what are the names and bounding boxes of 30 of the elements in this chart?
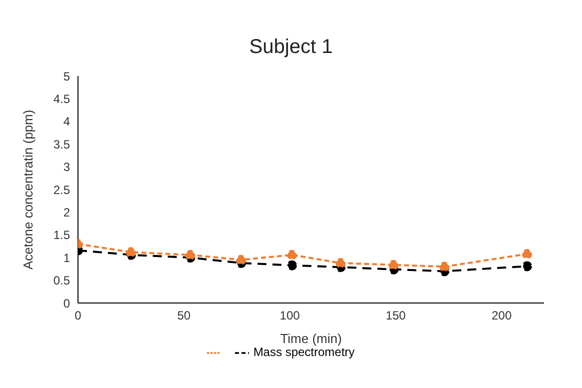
y-tick-label: 3 <box>63 160 70 174</box>
y-tick-label: 4.5 <box>53 92 70 106</box>
x-tick-label: 200 <box>492 308 512 323</box>
x-tick-label: 100 <box>280 308 300 323</box>
point <box>522 248 532 259</box>
legend-label: Mass spectrometry <box>253 345 355 359</box>
point <box>336 258 346 268</box>
point <box>522 261 532 272</box>
point <box>388 260 399 270</box>
y-tick-label: 2 <box>63 205 70 220</box>
point <box>439 262 450 272</box>
y-tick-label: 2.5 <box>53 182 70 197</box>
y-tick-label: 1.5 <box>53 228 70 242</box>
y-axis-title: Acetone concentratin (ppm) <box>20 110 36 270</box>
y-tick-label: 5 <box>63 69 70 84</box>
x-tick-label: 150 <box>386 308 406 323</box>
point <box>126 247 136 258</box>
y-tick-label: 0.5 <box>53 274 70 288</box>
chart-title: Subject 1 <box>248 35 334 60</box>
point <box>286 260 297 270</box>
point <box>286 250 297 260</box>
y-tick-label: 4 <box>63 114 70 129</box>
y-tick-label: 3.5 <box>53 137 70 152</box>
x-axis-title: Time (min) <box>280 331 342 346</box>
point <box>185 250 196 260</box>
y-tick-label: 1 <box>63 250 70 265</box>
x-tick-label: 50 <box>177 308 191 323</box>
x-tick-label: 0 <box>74 308 82 323</box>
point <box>236 254 246 265</box>
y-tick-label: 0 <box>63 296 70 310</box>
